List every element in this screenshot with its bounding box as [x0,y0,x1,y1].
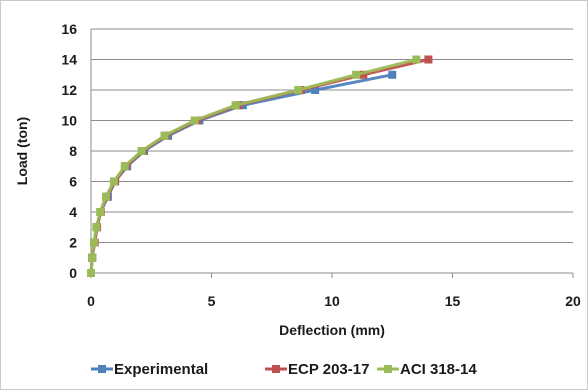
data-point-marker [121,162,129,170]
data-point-marker [352,71,360,79]
data-point-marker [92,223,100,231]
y-tick-label: 16 [61,21,77,37]
legend-label: ECP 203-17 [288,361,369,378]
y-tick-label: 0 [69,265,77,281]
y-tick-label: 2 [69,235,77,251]
legend-item: ECP 203-17 [265,361,369,378]
series-2 [87,56,420,278]
legend-marker-swatch [384,365,392,373]
x-tick-label: 20 [565,293,581,309]
legend-marker-swatch [98,365,106,373]
series-line [91,60,416,274]
x-tick-label: 5 [208,293,216,309]
legend-item: Experimental [91,361,208,378]
series-1 [87,56,432,278]
data-point-marker [110,178,118,186]
axes [91,29,573,278]
y-tick-label: 12 [61,82,77,98]
data-point-marker [424,56,432,64]
data-point-marker [161,132,169,140]
legend-label: Experimental [114,361,208,378]
y-tick-label: 10 [61,113,77,129]
data-point-marker [87,269,95,277]
data-point-marker [294,86,302,94]
y-tick-label: 6 [69,174,77,190]
x-tick-label: 15 [445,293,461,309]
y-axis-title: Load (ton) [14,117,30,185]
data-point-marker [96,208,104,216]
legend: Experimental ECP 203-17 ACI 318-14 [91,361,477,378]
tick-labels: 0 2 4 6 8 10 12 14 16 0 5 10 15 20 [61,21,581,309]
y-tick-label: 8 [69,143,77,159]
legend-marker-swatch [272,365,280,373]
x-axis-title: Deflection (mm) [279,322,385,338]
data-point-marker [232,101,240,109]
x-tick-label: 10 [324,293,340,309]
data-point-marker [138,147,146,155]
data-point-marker [88,254,96,262]
data-point-marker [191,117,199,125]
data-point-marker [90,239,98,247]
legend-item: ACI 318-14 [377,361,477,378]
data-point-marker [388,71,396,79]
legend-label: ACI 318-14 [400,361,477,378]
series-lines [87,56,432,278]
y-tick-label: 4 [69,204,77,220]
data-point-marker [102,193,110,201]
data-point-marker [412,56,420,64]
y-tick-label: 14 [61,52,77,68]
x-tick-label: 0 [87,293,95,309]
series-line [91,60,428,274]
